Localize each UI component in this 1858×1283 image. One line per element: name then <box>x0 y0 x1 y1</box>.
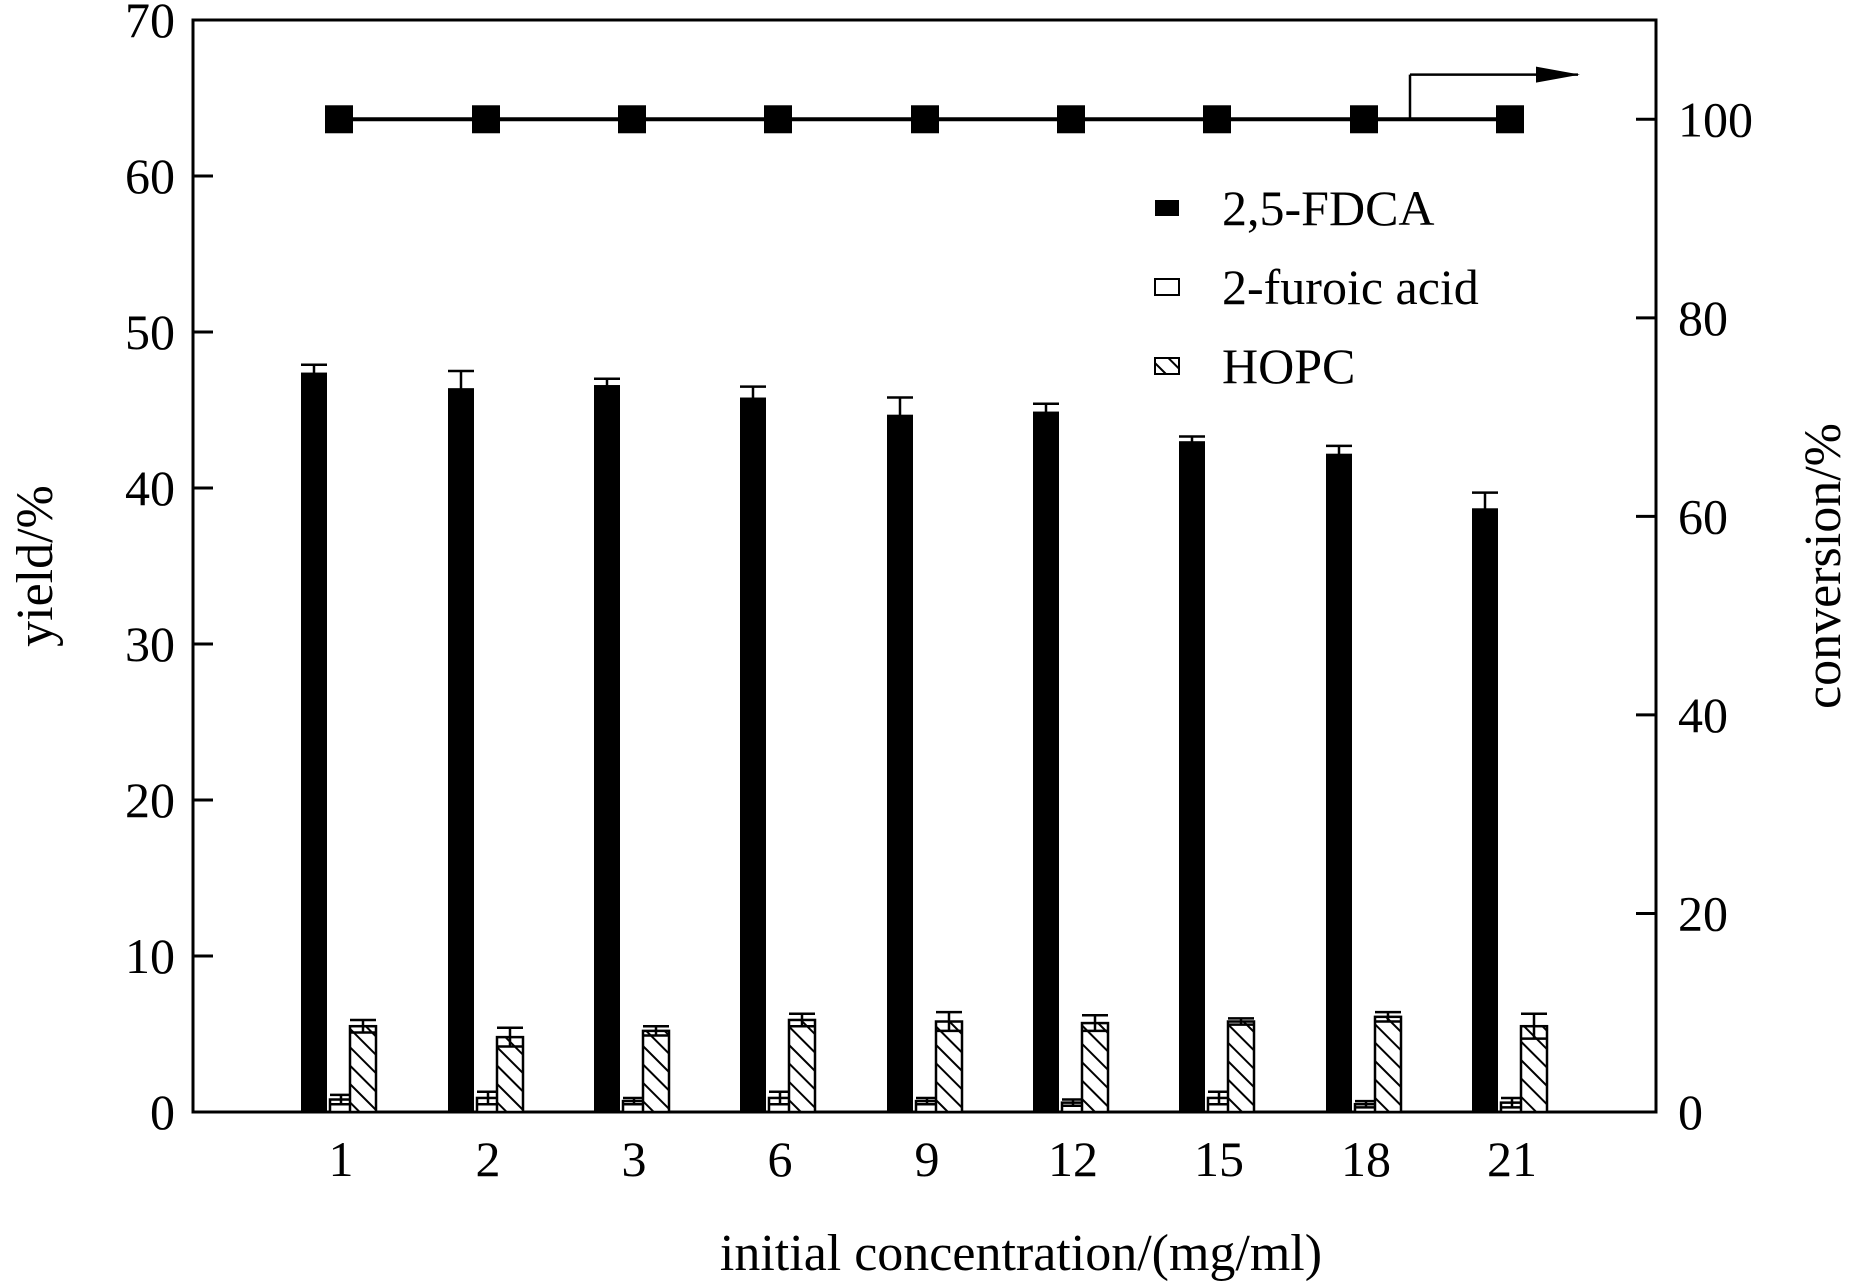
legend-label: HOPC <box>1222 338 1355 394</box>
x-tick-label: 3 <box>622 1131 647 1187</box>
bar <box>787 1018 817 1114</box>
conversion-marker <box>764 105 792 134</box>
x-tick-label: 6 <box>768 1131 793 1187</box>
y2-axis-title: conversion/% <box>1795 423 1852 709</box>
x-tick-label: 15 <box>1194 1131 1244 1187</box>
bar <box>1472 508 1498 1112</box>
conversion-line <box>325 66 1580 134</box>
y2-tick-label: 80 <box>1678 290 1728 346</box>
bar <box>1033 411 1059 1112</box>
bar <box>1326 453 1352 1112</box>
conversion-marker <box>325 105 353 134</box>
legend-label: 2-furoic acid <box>1222 259 1479 315</box>
bars <box>301 363 1549 1114</box>
y2-tick-label: 20 <box>1678 885 1728 941</box>
y-tick-label: 30 <box>125 616 175 672</box>
legend-swatch <box>1154 278 1180 296</box>
conversion-marker <box>618 105 646 134</box>
y2-tick-label: 100 <box>1678 91 1753 147</box>
bar <box>934 1020 964 1114</box>
x-tick-label: 1 <box>329 1131 354 1187</box>
legend: 2,5-FDCA 2-furoic acid HOPC <box>1154 180 1479 394</box>
x-tick-label: 9 <box>915 1131 940 1187</box>
conversion-marker <box>1057 105 1085 134</box>
bar <box>1179 441 1205 1112</box>
bar <box>348 1024 378 1114</box>
conversion-marker <box>1350 105 1378 134</box>
bar <box>448 388 474 1112</box>
bar <box>1080 1021 1110 1114</box>
conversion-marker <box>1496 105 1524 134</box>
bar <box>1373 1015 1403 1114</box>
bar <box>887 414 913 1112</box>
legend-swatch <box>1155 200 1179 216</box>
bar <box>301 372 327 1112</box>
bar <box>1226 1020 1256 1114</box>
legend-swatch <box>1154 357 1180 375</box>
y2-tick-label: 0 <box>1678 1084 1703 1140</box>
x-axis-title: initial concentration/(mg/ml) <box>720 1225 1322 1282</box>
bar <box>495 1035 525 1114</box>
x-tick-label: 2 <box>476 1131 501 1187</box>
y2-tick-label: 60 <box>1678 488 1728 544</box>
y2-tick-label: 40 <box>1678 687 1728 743</box>
y-tick-label: 70 <box>125 0 175 48</box>
arrow-head <box>1536 66 1580 83</box>
y-tick-label: 20 <box>125 772 175 828</box>
conversion-marker <box>911 105 939 134</box>
y-tick-label: 50 <box>125 304 175 360</box>
y-tick-label: 60 <box>125 148 175 204</box>
y-tick-label: 0 <box>150 1084 175 1140</box>
y-tick-label: 40 <box>125 460 175 516</box>
plot-frame <box>191 18 1658 1114</box>
y-tick-label: 10 <box>125 928 175 984</box>
conversion-marker <box>1203 105 1231 134</box>
x-tick-label: 21 <box>1487 1131 1537 1187</box>
x-tick-label: 12 <box>1048 1131 1098 1187</box>
bar <box>641 1029 671 1114</box>
bar <box>594 385 620 1112</box>
bar <box>740 397 766 1112</box>
conversion-marker <box>472 105 500 134</box>
y-axis-title: yield/% <box>7 485 64 647</box>
legend-label: 2,5-FDCA <box>1222 180 1435 236</box>
x-tick-label: 18 <box>1341 1131 1391 1187</box>
